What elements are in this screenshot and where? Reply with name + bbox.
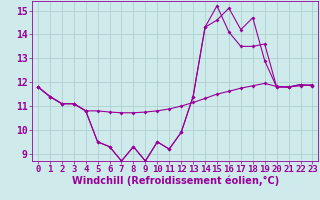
X-axis label: Windchill (Refroidissement éolien,°C): Windchill (Refroidissement éolien,°C) xyxy=(72,176,279,186)
